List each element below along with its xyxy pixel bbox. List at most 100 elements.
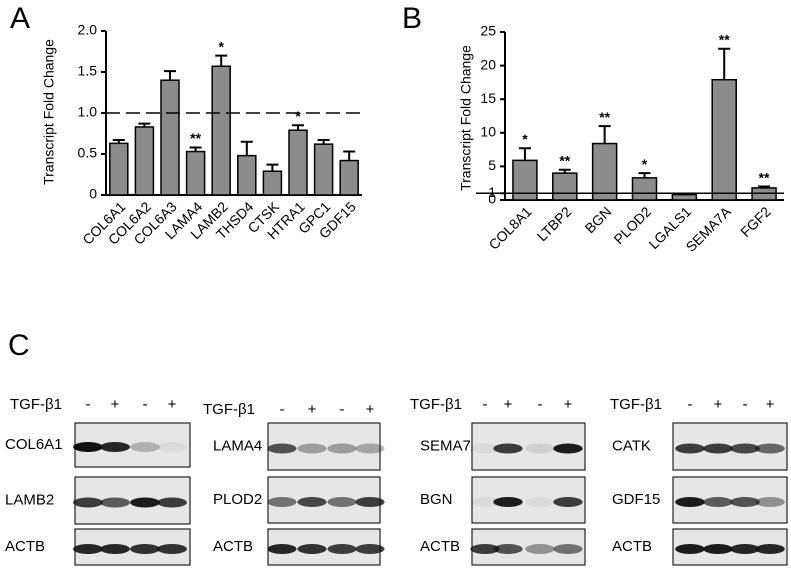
lane-label: - (483, 396, 488, 413)
blot-band (470, 544, 500, 554)
lane-label: - (86, 396, 91, 413)
error-bar (240, 140, 253, 156)
blot-band (73, 544, 103, 554)
lane-label: - (143, 396, 148, 413)
error-bar (266, 163, 279, 172)
blot-band (525, 443, 555, 454)
y-tick-label: 0.5 (78, 145, 98, 161)
blot-band (675, 497, 705, 507)
error-bar (292, 124, 304, 131)
blot-band (267, 443, 297, 454)
lane-label: + (168, 396, 177, 413)
lane-label: - (743, 396, 748, 413)
blot-band (267, 497, 297, 507)
y-tick-label: 1.0 (78, 104, 98, 120)
row-label: LAMB2 (5, 491, 54, 508)
error-bar (558, 168, 571, 174)
blot-band (327, 544, 357, 554)
blot-band (470, 497, 500, 507)
panel-label: B (402, 2, 422, 35)
blot-band (493, 497, 523, 507)
significance: ** (559, 152, 570, 168)
y-tick-label: 0 (488, 191, 496, 207)
lane-label: + (366, 401, 375, 418)
treatment-label: TGF-β1 (10, 396, 62, 413)
error-bar (718, 47, 731, 80)
blot-band (553, 544, 583, 554)
blot-band (525, 544, 555, 554)
bar (591, 142, 618, 201)
y-tick-label: 1 (488, 184, 496, 200)
blot-band (327, 497, 357, 507)
blot-band (675, 443, 705, 454)
bar (262, 170, 283, 196)
y-tick-label: 2.0 (78, 22, 98, 38)
blot-band (100, 497, 130, 508)
significance: * (218, 38, 224, 54)
blot-band (130, 544, 160, 554)
blot-band (703, 497, 733, 507)
bar (671, 193, 698, 201)
y-tick-label: 0 (89, 186, 97, 202)
treatment-label: TGF-β1 (610, 396, 662, 413)
significance: ** (719, 32, 730, 48)
blot-band (100, 544, 130, 554)
error-bar (164, 70, 176, 81)
blot-band (755, 443, 785, 454)
blot-band (755, 497, 785, 507)
error-bar (758, 185, 771, 188)
row-label: ACTB (213, 538, 253, 555)
blot-band (553, 443, 583, 454)
bar (711, 78, 737, 201)
bar (339, 159, 359, 196)
row-label: ACTB (612, 538, 652, 555)
error-bar (189, 146, 202, 152)
blot-band (470, 443, 500, 454)
blot-band (297, 443, 327, 454)
blot-band (730, 443, 760, 454)
error-bar (112, 139, 125, 144)
lane-label: + (504, 396, 513, 413)
error-bar (678, 192, 691, 195)
y-tick-label: 20 (480, 56, 496, 72)
bar (185, 150, 206, 196)
significance: ** (599, 109, 610, 125)
error-bar (317, 139, 330, 145)
row-label: PLOD2 (213, 491, 262, 508)
blot-band (355, 443, 385, 454)
y-tick-label: 25 (480, 23, 496, 39)
bar (552, 172, 578, 201)
blot-band (130, 442, 160, 452)
y-tick-label: 15 (480, 90, 496, 106)
blot-band (297, 497, 327, 507)
blot-band (157, 442, 187, 452)
row-label: LAMA4 (213, 437, 262, 454)
error-bar (343, 150, 356, 161)
row-label: BGN (420, 491, 453, 508)
error-bar (518, 147, 531, 161)
x-tick-label: SEMA7A (682, 203, 734, 255)
x-tick-label: LTBP2 (534, 203, 575, 244)
blot-band (675, 544, 705, 554)
lane-label: - (280, 401, 285, 418)
bar (288, 129, 308, 196)
y-tick-label: 5 (488, 157, 496, 173)
significance: * (295, 108, 301, 124)
blot-band (703, 544, 733, 554)
lane-label: + (308, 401, 317, 418)
blot-band (755, 544, 785, 554)
blot-band (730, 497, 760, 507)
lane-label: - (340, 401, 345, 418)
blot-band (355, 497, 385, 507)
treatment-label: TGF-β1 (203, 401, 255, 418)
y-tick-label: 1.5 (78, 63, 98, 79)
blot-band (130, 497, 160, 508)
row-label: ACTB (420, 538, 460, 555)
panel-label: A (10, 2, 30, 35)
blot-band (730, 544, 760, 554)
error-bar (215, 54, 228, 67)
blot-band (100, 442, 130, 452)
y-axis-title: Transcript Fold Change (41, 39, 57, 185)
blot-band (297, 544, 327, 554)
